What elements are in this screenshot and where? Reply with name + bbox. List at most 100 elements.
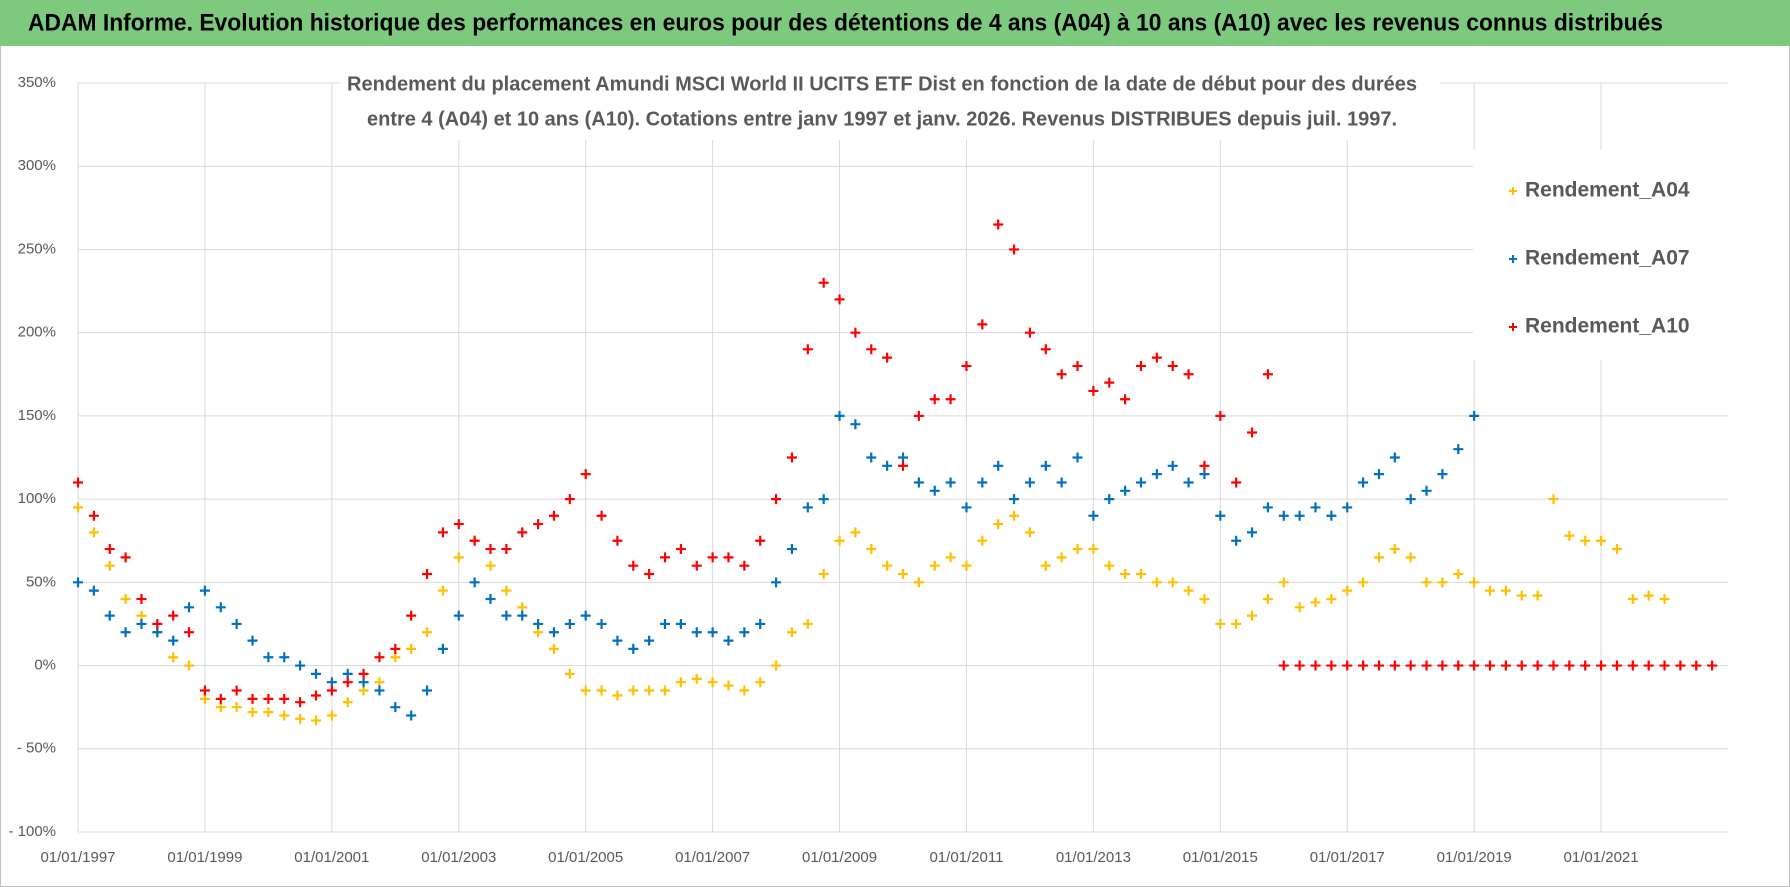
point (564, 618, 575, 629)
point (1500, 660, 1511, 671)
point (1215, 618, 1226, 629)
point (1215, 510, 1226, 521)
point (993, 460, 1004, 471)
point (834, 294, 845, 305)
point (866, 452, 877, 463)
x-tick-label: 01/01/2009 (802, 849, 877, 866)
point (1611, 544, 1622, 555)
point (691, 627, 702, 638)
point (802, 344, 813, 355)
point (580, 685, 591, 696)
point (390, 643, 401, 654)
point (422, 627, 433, 638)
chart-title: entre 4 (A04) et 10 ans (A10). Cotations… (367, 108, 1397, 130)
point (755, 535, 766, 546)
point (231, 702, 242, 713)
point (1389, 544, 1400, 555)
point (1294, 510, 1305, 521)
point (485, 544, 496, 555)
point (1135, 477, 1146, 488)
y-tick-label: 0% (34, 657, 56, 674)
point (564, 668, 575, 679)
point (501, 585, 512, 596)
point (231, 685, 242, 696)
point (1611, 660, 1622, 671)
point (1358, 660, 1369, 671)
point (1548, 660, 1559, 671)
point (612, 690, 623, 701)
point (1120, 569, 1131, 580)
point (1707, 660, 1718, 671)
point (374, 685, 385, 696)
point (326, 710, 337, 721)
point (945, 394, 956, 405)
point (1088, 385, 1099, 396)
point (1627, 593, 1638, 604)
legend-label: Rendement_A10 (1525, 315, 1690, 338)
point (168, 610, 179, 621)
point (1231, 535, 1242, 546)
point (1056, 477, 1067, 488)
point (1532, 590, 1543, 601)
point (1135, 360, 1146, 371)
point (1231, 477, 1242, 488)
point (913, 577, 924, 588)
x-tick-label: 01/01/2015 (1183, 849, 1258, 866)
point (88, 510, 99, 521)
point (564, 494, 575, 505)
point (929, 394, 940, 405)
point (1580, 660, 1591, 671)
point (104, 544, 115, 555)
points (73, 219, 1718, 726)
point (945, 552, 956, 563)
point (771, 494, 782, 505)
point (247, 693, 258, 704)
point (596, 618, 607, 629)
point (1040, 460, 1051, 471)
point (786, 627, 797, 638)
point (120, 593, 131, 604)
point (406, 643, 417, 654)
point (993, 219, 1004, 230)
point (406, 710, 417, 721)
point (390, 702, 401, 713)
point (660, 685, 671, 696)
point (1009, 244, 1020, 255)
x-tick-label: 01/01/2011 (929, 849, 1003, 866)
point (279, 652, 290, 663)
point (977, 319, 988, 330)
legend-label: Rendement_A04 (1525, 179, 1690, 202)
point (612, 535, 623, 546)
point (1183, 477, 1194, 488)
point (660, 618, 671, 629)
point (1485, 585, 1496, 596)
point (834, 535, 845, 546)
x-tick-label: 01/01/2001 (294, 849, 369, 866)
point (1373, 469, 1384, 480)
point (184, 602, 195, 613)
point (660, 552, 671, 563)
point (628, 685, 639, 696)
point (422, 685, 433, 696)
point (295, 697, 306, 708)
point (310, 668, 321, 679)
point (1342, 502, 1353, 513)
point (1373, 552, 1384, 563)
legend-label: Rendement_A07 (1525, 247, 1690, 270)
point (453, 519, 464, 530)
point (1485, 660, 1496, 671)
point (898, 460, 908, 471)
point (1437, 469, 1448, 480)
point (1342, 585, 1353, 596)
point (1389, 452, 1400, 463)
point (1151, 469, 1162, 480)
point (786, 452, 797, 463)
point (1104, 494, 1115, 505)
point (1294, 660, 1305, 671)
point (1659, 660, 1670, 671)
point (199, 585, 210, 596)
point (739, 685, 750, 696)
point (501, 610, 512, 621)
point (1627, 660, 1638, 671)
point (1262, 593, 1273, 604)
